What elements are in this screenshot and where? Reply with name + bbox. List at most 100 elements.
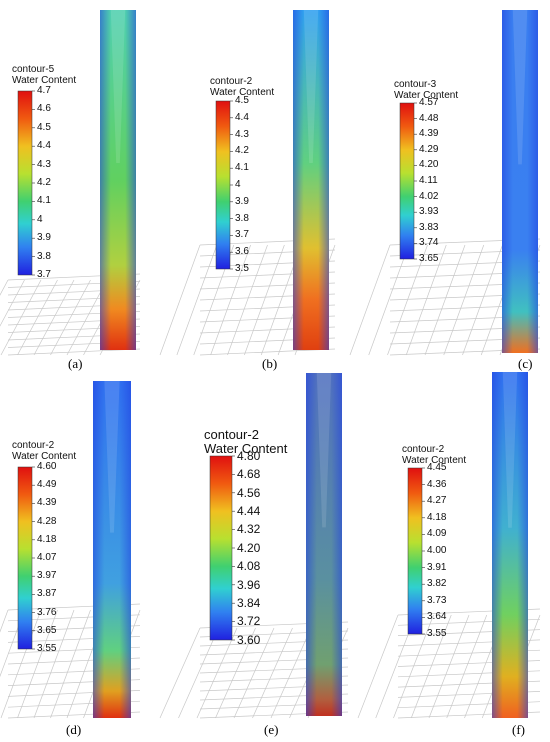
- colorbar-tick-label: 3.9: [37, 232, 51, 244]
- colorbar-tick-label: 3.87: [37, 588, 57, 600]
- colorbar: [407, 467, 423, 635]
- colorbar-tick-label: 4.56: [237, 485, 261, 500]
- colorbar-tick-label: 3.8: [37, 250, 51, 262]
- colorbar-tick-label: 3.82: [427, 578, 447, 590]
- colorbar-tick-label: 4.36: [427, 478, 447, 490]
- colorbar-tick-label: 4.00: [427, 545, 447, 556]
- quantity-name: Water Content: [12, 75, 77, 86]
- colorbar-tick-label: 4.3: [235, 128, 249, 140]
- contour-core: [316, 373, 332, 528]
- colorbar-tick-label: 3.84: [237, 596, 261, 610]
- quantity-name: Water Content: [210, 87, 275, 98]
- colorbar-tick-label: 4.18: [427, 511, 447, 523]
- panel-label: (f): [512, 722, 525, 737]
- quantity-name: Water Content: [394, 90, 459, 101]
- colorbar-tick-label: 3.76: [37, 606, 57, 618]
- colorbar-tick-label: 3.60: [237, 632, 261, 647]
- panel-label: (c): [518, 356, 533, 371]
- colorbar-tick-label: 4.28: [37, 515, 57, 527]
- colorbar-tick-label: 4.27: [427, 495, 447, 507]
- colorbar-tick-label: 4.6: [37, 103, 51, 115]
- contour-name: contour-3: [394, 79, 437, 90]
- colorbar-tick-label: 3.65: [37, 624, 57, 636]
- contour-name: contour-2: [210, 76, 253, 87]
- colorbar-tick-label: 4.44: [237, 504, 261, 518]
- contour-column-shade: [492, 372, 528, 718]
- colorbar-tick-label: 3.8: [235, 212, 249, 224]
- contour-column-shade: [502, 10, 538, 353]
- contour-core: [110, 10, 126, 163]
- colorbar-tick-label: 3.5: [235, 263, 249, 274]
- colorbar-tick-label: 4.08: [237, 559, 261, 574]
- colorbar-tick-label: 4.45: [427, 462, 447, 473]
- colorbar-tick-label: 4.29: [419, 143, 439, 155]
- colorbar-tick-label: 4.57: [419, 97, 439, 108]
- quantity-name: Water Content: [402, 455, 467, 466]
- colorbar-tick-label: 3.55: [427, 628, 447, 639]
- contour-core: [104, 381, 120, 533]
- colorbar-tick-label: 4.7: [37, 85, 51, 96]
- colorbar-tick-label: 4.32: [237, 522, 261, 537]
- colorbar-tick-label: 3.73: [427, 594, 447, 606]
- colorbar-tick-label: 4.5: [37, 121, 51, 133]
- panel-label: (e): [264, 722, 279, 737]
- panel-label: (d): [66, 722, 82, 737]
- colorbar-tick-label: 4.2: [37, 177, 51, 188]
- colorbar-tick-label: 4.3: [37, 158, 51, 170]
- contour-column-shade: [100, 10, 136, 350]
- colorbar-tick-label: 3.9: [235, 195, 249, 207]
- colorbar-tick-label: 4.18: [37, 533, 57, 545]
- contour-name: contour-2: [402, 444, 445, 455]
- colorbar-tick-label: 4.5: [235, 95, 249, 106]
- colorbar-tick-label: 4.1: [235, 162, 249, 174]
- colorbar-tick-label: 4.4: [37, 140, 51, 152]
- colorbar-tick-label: 4.11: [419, 175, 438, 186]
- colorbar-tick-label: 4: [235, 179, 241, 190]
- colorbar-tick-label: 4.02: [419, 190, 439, 202]
- panel-label: (b): [262, 356, 278, 371]
- contour-column-shade: [306, 373, 342, 716]
- colorbar-tick-label: 4.68: [237, 467, 261, 482]
- colorbar-tick-label: 4.20: [419, 159, 439, 171]
- colorbar-tick-label: 3.93: [419, 206, 439, 218]
- contour-name: contour-2: [204, 427, 259, 442]
- colorbar-tick-label: 3.6: [235, 246, 249, 258]
- colorbar-tick-label: 4.48: [419, 112, 439, 124]
- colorbar-tick-label: 3.83: [419, 221, 439, 233]
- colorbar-tick-label: 3.72: [237, 614, 261, 629]
- colorbar-tick-label: 4.80: [237, 448, 261, 463]
- colorbar-tick-label: 4.1: [37, 195, 51, 207]
- colorbar-tick-label: 3.74: [419, 237, 439, 249]
- colorbar-tick-label: 4.49: [37, 479, 57, 491]
- contour-name: contour-2: [12, 440, 55, 451]
- colorbar-tick-label: 4.39: [419, 128, 439, 140]
- quantity-name: Water Content: [12, 451, 77, 462]
- colorbar-tick-label: 3.55: [37, 643, 57, 654]
- colorbar-tick-label: 3.64: [427, 611, 447, 623]
- contour-core: [512, 10, 528, 165]
- colorbar-tick-label: 4.2: [235, 145, 249, 157]
- colorbar-tick-label: 3.7: [37, 269, 51, 280]
- colorbar-tick-label: 4.4: [235, 111, 249, 123]
- panel-label: (a): [68, 356, 83, 371]
- colorbar-tick-label: 3.97: [37, 570, 57, 582]
- colorbar-tick-label: 3.96: [237, 577, 261, 592]
- colorbar-tick-label: 3.65: [419, 253, 439, 264]
- contour-column-shade: [293, 10, 329, 350]
- colorbar-tick-label: 3.91: [427, 561, 447, 573]
- contour-core: [502, 372, 518, 528]
- colorbar-tick-label: 4: [37, 213, 43, 225]
- colorbar-tick-label: 3.7: [235, 229, 249, 241]
- contour-core: [303, 10, 319, 163]
- colorbar-tick-label: 4.39: [37, 497, 57, 509]
- colorbar-tick-label: 4.60: [37, 461, 57, 472]
- quantity-name: Water Content: [204, 441, 288, 456]
- colorbar-tick-label: 4.20: [237, 540, 261, 555]
- colorbar-tick-label: 4.07: [37, 552, 57, 563]
